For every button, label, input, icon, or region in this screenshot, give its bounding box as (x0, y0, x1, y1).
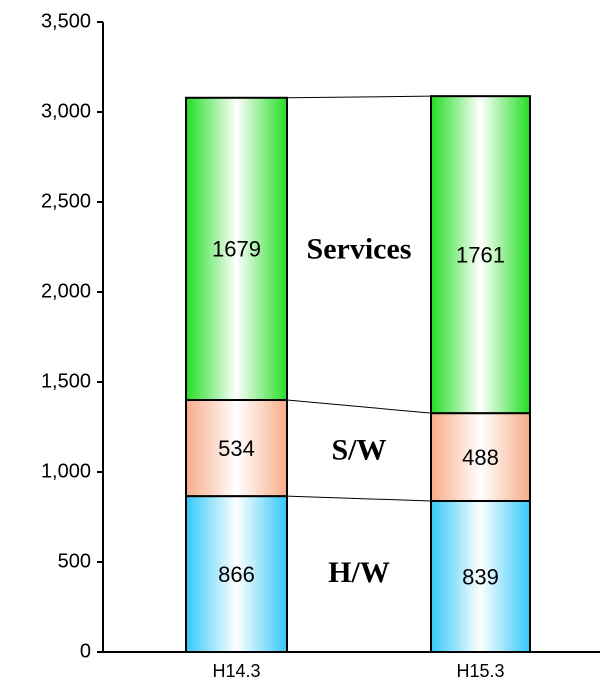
bar-segment (430, 95, 531, 415)
series-label: H/W (328, 556, 390, 589)
y-tick-label: 2,500 (41, 190, 91, 212)
bar-segment (185, 399, 288, 498)
y-tick-label: 3,000 (41, 100, 91, 122)
y-tick-label: 1,000 (41, 460, 91, 482)
value-label: 866 (218, 562, 255, 587)
value-label: 1679 (212, 237, 261, 262)
bar-segment (185, 495, 288, 653)
connector (286, 495, 432, 502)
y-tick-label: 2,000 (41, 280, 91, 302)
y-tick-label: 3,500 (41, 10, 91, 32)
value-label: 534 (218, 436, 255, 461)
value-label: 488 (462, 445, 499, 470)
bar-segment (185, 96, 288, 401)
y-tick-label: 0 (80, 640, 91, 662)
value-label: 1761 (456, 242, 505, 267)
y-tick-label: 1,500 (41, 370, 91, 392)
connector (286, 399, 432, 414)
series-label: Services (307, 233, 412, 266)
x-tick-label: H14.3 (212, 661, 260, 681)
x-tick-label: H15.3 (456, 661, 504, 681)
value-label: 839 (462, 564, 499, 589)
connector (286, 95, 432, 99)
series-label: S/W (331, 433, 386, 466)
y-tick-label: 500 (58, 550, 91, 572)
